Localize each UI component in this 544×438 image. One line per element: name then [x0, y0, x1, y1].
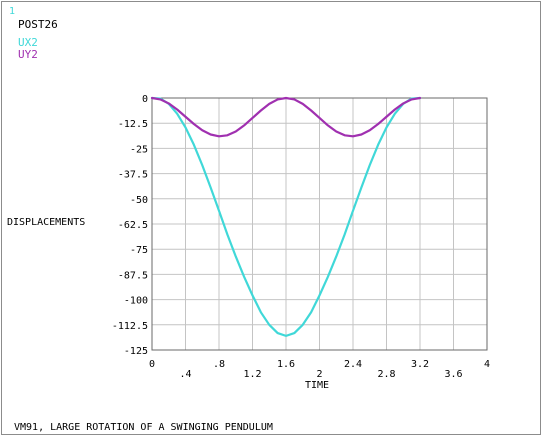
- y-tick-label: -75: [130, 245, 148, 256]
- y-tick-label: -25: [130, 144, 148, 155]
- window-number: 1: [9, 6, 15, 17]
- post-label: POST26: [18, 18, 58, 31]
- x-tick-label: 0: [149, 359, 155, 370]
- x-axis-title: TIME: [305, 380, 329, 391]
- x-tick-label: 4: [484, 359, 490, 370]
- x-tick-label: 1.2: [243, 369, 261, 380]
- y-tick-label: -112.5: [112, 321, 148, 332]
- x-tick-label: .4: [179, 369, 191, 380]
- y-tick-label: -125: [124, 346, 148, 357]
- legend-uy2: UY2: [18, 48, 38, 61]
- plot-area: [151, 97, 488, 351]
- x-tick-label: 2.4: [344, 359, 362, 370]
- y-tick-label: -37.5: [118, 170, 148, 181]
- series-line-ux2: [150, 96, 422, 337]
- x-tick-label: 2: [316, 369, 322, 380]
- y-tick-label: -87.5: [118, 270, 148, 281]
- legend-ux2: UX2: [18, 36, 38, 49]
- y-tick-label: -62.5: [118, 220, 148, 231]
- y-tick-label: -100: [124, 296, 148, 307]
- y-tick-label: -50: [130, 195, 148, 206]
- x-tick-label: 1.6: [277, 359, 295, 370]
- x-tick-label: 3.6: [444, 369, 462, 380]
- x-tick-label: 3.2: [411, 359, 429, 370]
- series-line-uy2: [150, 96, 422, 138]
- y-tick-label: 0: [142, 94, 148, 105]
- y-tick-label: -12.5: [118, 119, 148, 130]
- y-axis-title: DISPLACEMENTS: [7, 217, 85, 228]
- x-tick-label: .8: [213, 359, 225, 370]
- footer-title: VM91, LARGE ROTATION OF A SWINGING PENDU…: [14, 422, 273, 433]
- x-tick-label: 2.8: [377, 369, 395, 380]
